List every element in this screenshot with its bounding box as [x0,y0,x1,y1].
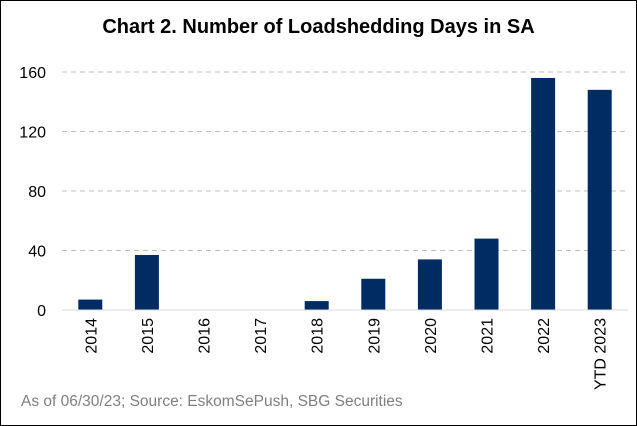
x-tick-label: 2022 [536,318,553,354]
y-tick-label: 0 [37,303,46,320]
x-tick-label: 2020 [423,318,440,354]
footnote: As of 06/30/23; Source: EskomSePush, SBG… [21,393,403,410]
y-tick-label: 40 [28,244,46,261]
x-tick-label: 2014 [83,318,100,354]
bars [78,77,612,310]
bar-2015 [134,254,159,310]
y-axis-ticks: 0 40 80 120 160 [19,65,46,320]
bar-ytd-2023 [587,89,612,310]
y-tick-label: 160 [19,65,46,82]
x-tick-label: 2016 [197,318,214,354]
bar-2014 [78,299,103,310]
chart-title: Chart 2. Number of Loadshedding Days in … [102,16,535,38]
bar-2019 [361,278,386,310]
x-tick-label: 2017 [253,318,270,354]
y-tick-label: 80 [28,184,46,201]
x-tick-label: 2015 [140,318,157,354]
x-axis-ticks: 2014 2015 2016 2017 2018 2019 2020 2021 2022 YTD … [83,318,609,390]
bar-2021 [474,238,499,310]
x-tick-label: 2019 [366,318,383,354]
bar-2018 [304,301,329,310]
x-tick-label: YTD 2023 [593,318,610,390]
x-tick-label: 2018 [310,318,327,354]
y-tick-label: 120 [19,125,46,142]
bar-2022 [531,77,556,310]
x-tick-label: 2021 [480,318,497,354]
bar-2020 [417,259,442,310]
